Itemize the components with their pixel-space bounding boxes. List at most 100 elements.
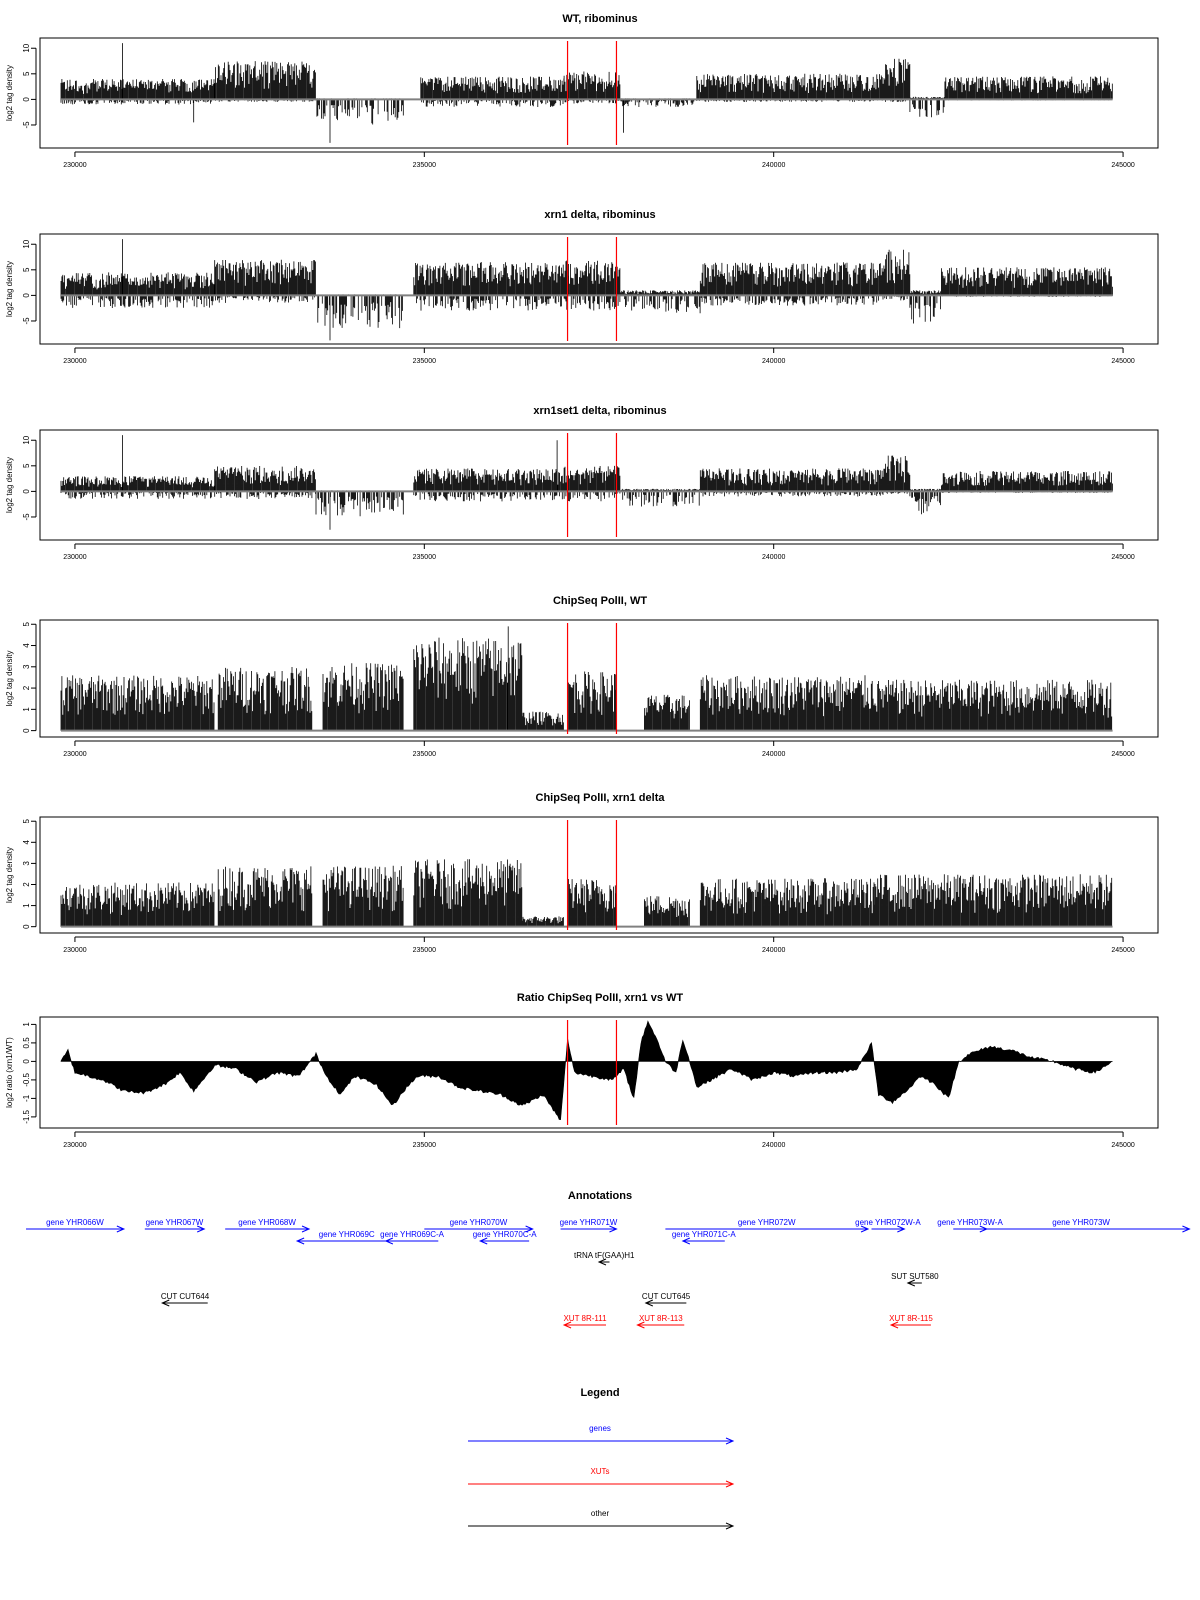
feature-arrowhead: [860, 1225, 870, 1233]
feature-label: gene YHR072W: [738, 1218, 796, 1227]
legend-entry-xuts: XUTs: [468, 1467, 735, 1488]
annotation-feature: gene YHR070W: [424, 1218, 534, 1233]
chart-title: ChipSeq PolII, xrn1 delta: [536, 792, 666, 804]
annotation-feature: XUT 8R-115: [889, 1314, 933, 1329]
y-tick-label: 10: [22, 239, 31, 248]
y-tick-label: 0: [22, 97, 31, 102]
y-tick-label: 3: [22, 664, 31, 669]
x-axis: 230000 235000 240000 245000: [63, 1131, 1135, 1149]
y-tick-label: -1.5: [22, 1109, 31, 1123]
y-tick-label: 0: [22, 293, 31, 298]
x-axis: 230000 235000 240000 245000: [63, 740, 1135, 758]
feature-label: gene YHR067W: [146, 1218, 204, 1227]
feature-arrowhead: [597, 1258, 607, 1266]
chart-title: xrn1set1 delta, ribominus: [533, 405, 666, 417]
y-tick-label: 4: [22, 840, 31, 845]
annotation-feature: gene YHR070C-A: [473, 1230, 538, 1245]
plot-frame: [39, 619, 1159, 738]
feature-label: gene YHR069C-A: [380, 1230, 445, 1239]
series-area: [60, 1020, 1113, 1121]
feature-label: gene YHR071W: [560, 1218, 618, 1227]
chart-panel-4: ChipSeq PolII, WT log2 tag density 0 1 2 3 4 5 2…: [5, 595, 1159, 758]
plot-frame: [39, 37, 1159, 149]
feature-arrowhead: [889, 1321, 899, 1329]
feature-arrowhead: [295, 1237, 305, 1245]
x-tick-label: 240000: [762, 554, 785, 561]
x-tick-label: 235000: [413, 554, 436, 561]
x-tick-label: 235000: [413, 358, 436, 365]
chart-title: xrn1 delta, ribominus: [544, 209, 655, 221]
annotation-feature: SUT SUT580: [891, 1272, 939, 1287]
chart-title: ChipSeq PolII, WT: [553, 595, 647, 607]
chart-panel-6: Ratio ChipSeq PolII, xrn1 vs WT log2 rati…: [5, 992, 1159, 1149]
y-tick-label: 1: [22, 1022, 31, 1027]
data-layer: [60, 859, 1113, 928]
feature-label: gene YHR070C-A: [473, 1230, 538, 1239]
chart-panel-2: xrn1 delta, ribominus log2 tag density -5 0…: [5, 209, 1159, 365]
feature-arrowhead: [609, 1225, 618, 1233]
x-tick-label: 235000: [413, 947, 436, 954]
feature-arrowhead: [478, 1237, 488, 1245]
feature-arrowhead: [161, 1299, 170, 1307]
y-tick-label: 1: [22, 707, 31, 712]
feature-arrowhead: [562, 1321, 572, 1329]
annotation-feature: gene YHR069C-A: [380, 1230, 445, 1245]
y-axis-label: log2 tag density: [5, 261, 14, 317]
plot-frame: [39, 233, 1159, 345]
y-axis-label: log2 tag density: [5, 65, 14, 121]
feature-arrowhead: [1182, 1225, 1191, 1233]
x-tick-label: 245000: [1111, 554, 1134, 561]
chart-panel-5: ChipSeq PolII, xrn1 delta log2 tag densit…: [5, 792, 1159, 954]
feature-label: XUT 8R-113: [639, 1314, 683, 1323]
x-tick-label: 240000: [762, 1142, 785, 1149]
x-tick-label: 240000: [762, 751, 785, 758]
y-axis: -5 0 5 10: [22, 239, 37, 325]
x-tick-label: 230000: [63, 751, 86, 758]
feature-label: XUT 8R-115: [889, 1314, 933, 1323]
legend-label: XUTs: [590, 1467, 609, 1476]
annotation-feature: CUT CUT644: [161, 1292, 210, 1307]
series-bars: [60, 43, 1113, 143]
annotations-title: Annotations: [568, 1190, 632, 1202]
y-tick-label: 10: [22, 43, 31, 52]
y-tick-label: 2: [22, 685, 31, 690]
x-tick-label: 230000: [63, 947, 86, 954]
plot-frame: [39, 816, 1159, 934]
feature-label: CUT CUT645: [642, 1292, 691, 1301]
feature-label: tRNA tF(GAA)H1: [574, 1251, 635, 1260]
x-axis: 230000 235000 240000 245000: [63, 936, 1135, 954]
legend-swatch-arrowhead: [725, 1437, 735, 1445]
x-tick-label: 235000: [413, 162, 436, 169]
y-tick-label: -5: [22, 121, 31, 129]
annotation-feature: gene YHR069C: [295, 1230, 397, 1245]
x-tick-label: 240000: [762, 358, 785, 365]
data-layer: [60, 435, 1113, 530]
feature-label: gene YHR068W: [238, 1218, 296, 1227]
feature-label: gene YHR069C: [319, 1230, 375, 1239]
y-axis-label: log2 tag density: [5, 847, 14, 903]
data-layer: [60, 1020, 1113, 1121]
feature-arrowhead: [197, 1225, 206, 1233]
y-tick-label: 0: [22, 728, 31, 733]
annotation-feature: CUT CUT645: [642, 1292, 691, 1307]
feature-arrowhead: [644, 1299, 654, 1307]
feature-label: gene YHR070W: [450, 1218, 508, 1227]
annotation-feature: gene YHR072W-A: [855, 1218, 921, 1233]
annotation-feature: XUT 8R-113: [636, 1314, 685, 1329]
legend-entry-other: other: [468, 1509, 735, 1530]
y-axis: -5 0 5 10: [22, 435, 37, 521]
y-tick-label: 2: [22, 882, 31, 887]
x-tick-label: 230000: [63, 1142, 86, 1149]
annotation-feature: tRNA tF(GAA)H1: [574, 1251, 635, 1266]
y-tick-label: 3: [22, 861, 31, 866]
plot-frame: [39, 429, 1159, 541]
y-tick-label: 5: [22, 818, 31, 823]
feature-label: XUT 8R-111: [563, 1314, 607, 1323]
y-tick-label: 5: [22, 463, 31, 468]
legend-title: Legend: [580, 1387, 619, 1399]
chart-panel-3: xrn1set1 delta, ribominus log2 tag densit…: [5, 405, 1159, 561]
y-tick-label: 0: [22, 489, 31, 494]
feature-label: gene YHR073W: [1052, 1218, 1110, 1227]
series-bars: [60, 239, 1113, 341]
